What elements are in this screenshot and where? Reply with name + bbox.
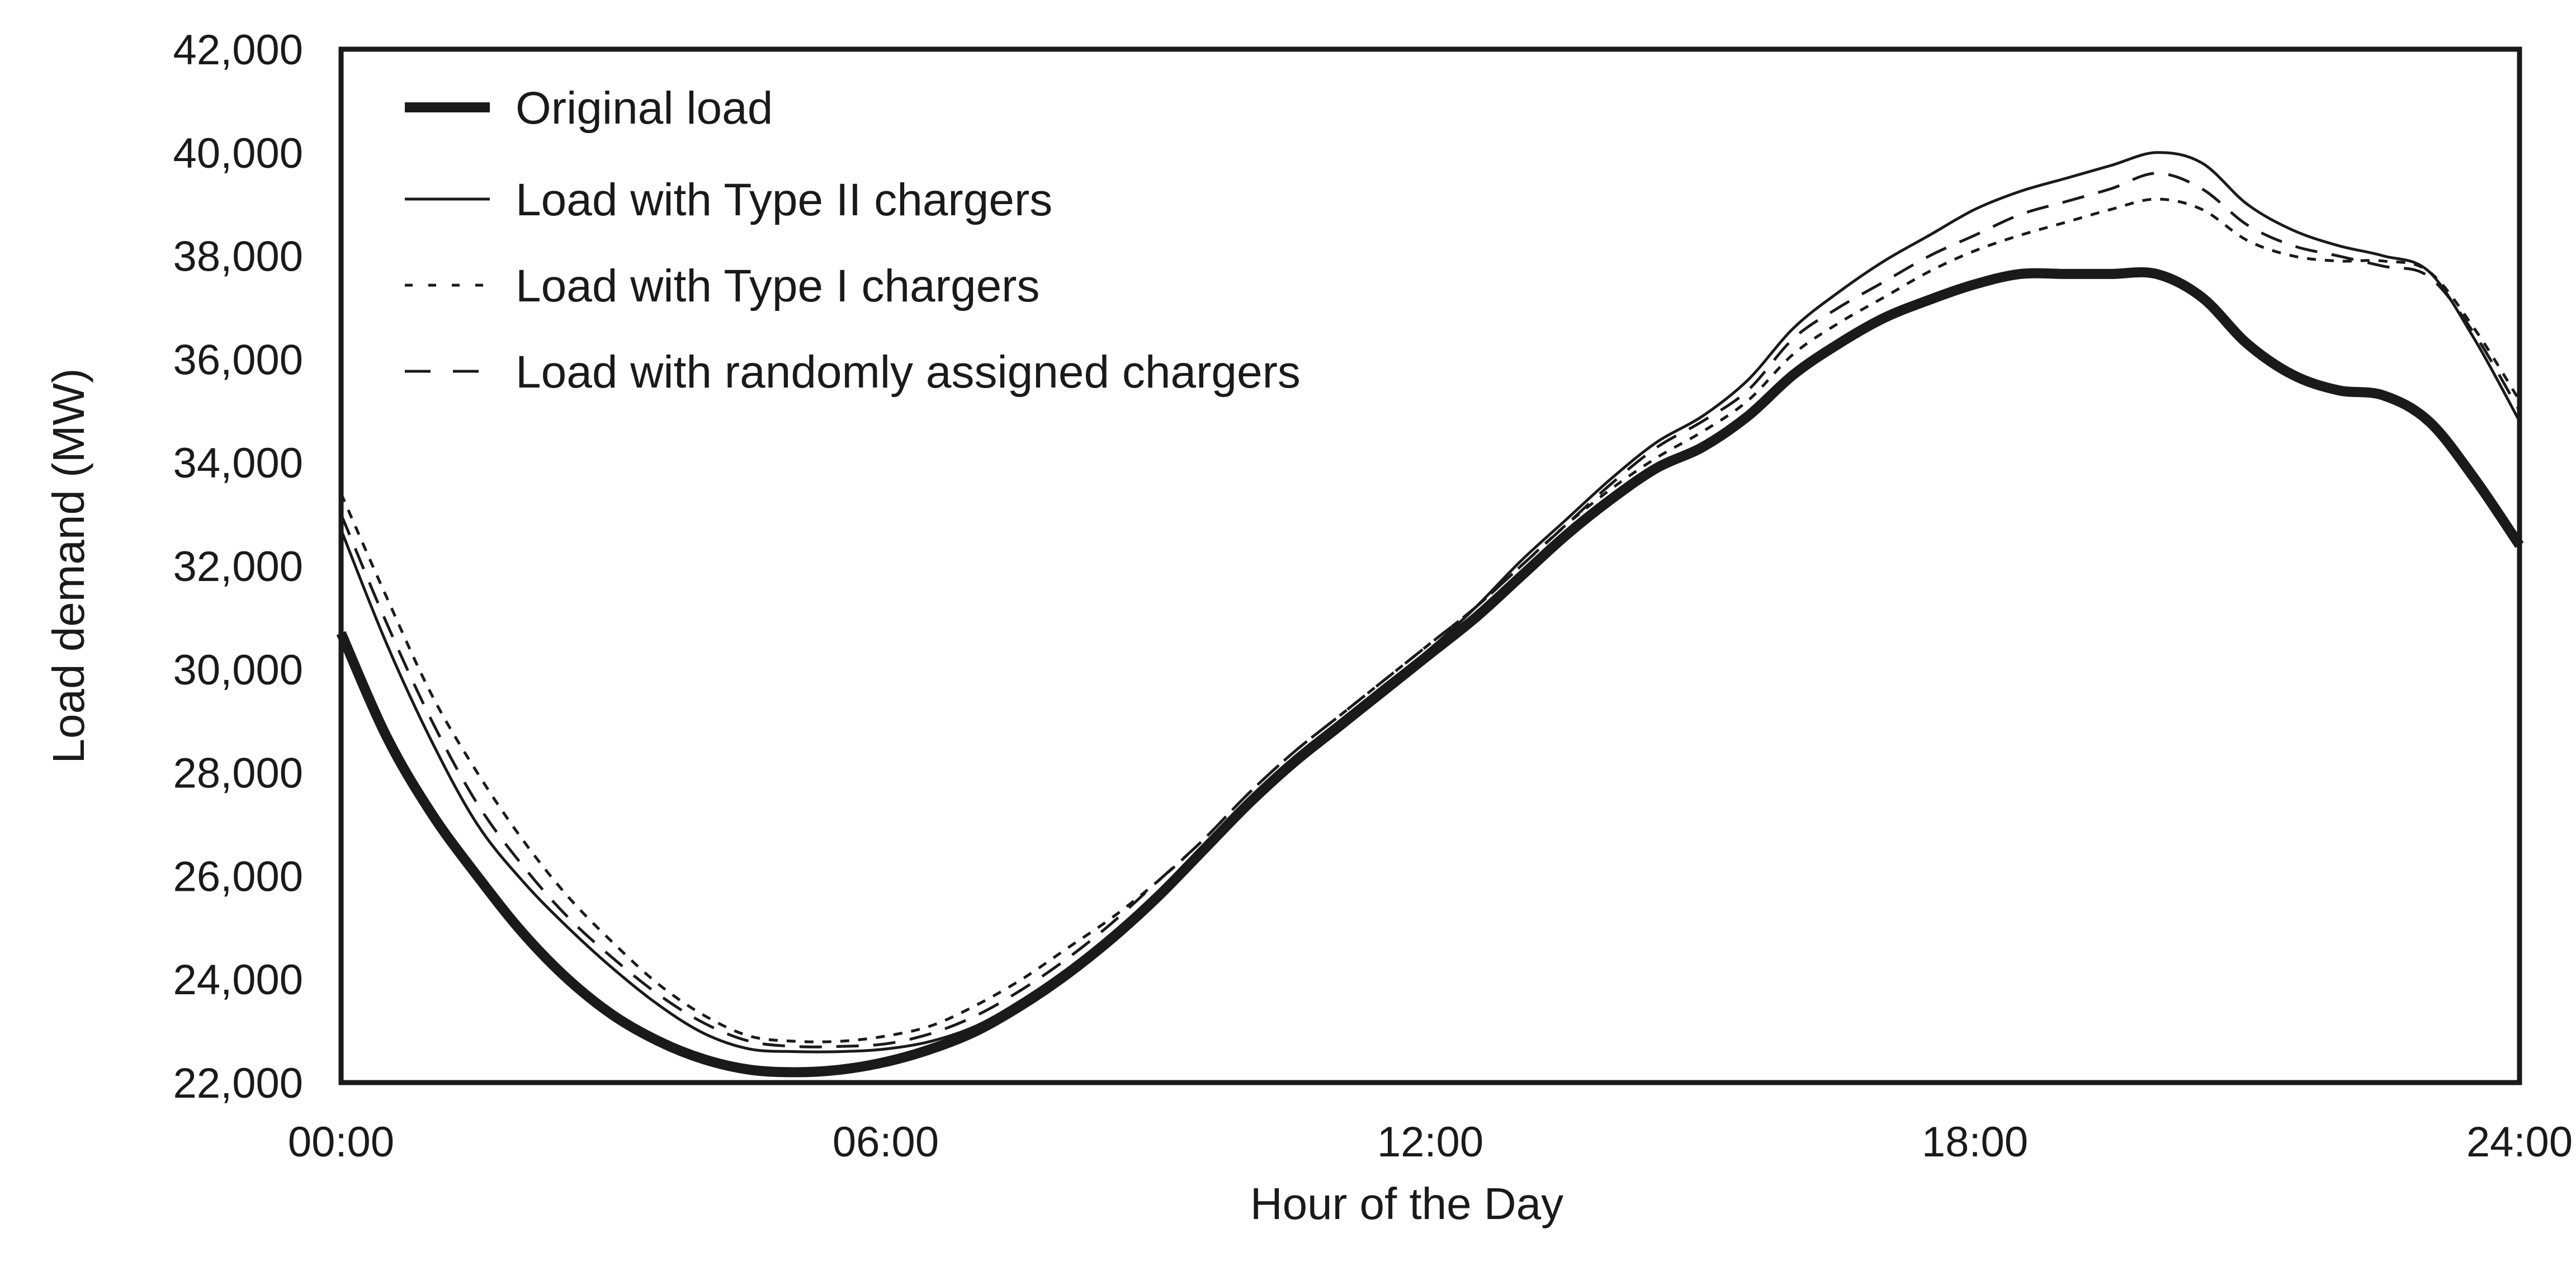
y-tick-label: 38,000 bbox=[173, 233, 303, 281]
x-tick-label: 00:00 bbox=[288, 1118, 394, 1166]
y-tick-label: 30,000 bbox=[173, 646, 303, 694]
series-line-original-load bbox=[336, 267, 2524, 1078]
series-line-load-with-randomly-assigned-chargers bbox=[339, 172, 2521, 1048]
series-layer bbox=[336, 151, 2524, 1078]
legend-label: Load with Type II chargers bbox=[516, 174, 1052, 225]
x-tick-label: 12:00 bbox=[1377, 1118, 1483, 1166]
x-tick-label: 18:00 bbox=[1922, 1118, 2028, 1166]
x-axis-title: Hour of the Day bbox=[1250, 1179, 1563, 1229]
series-line-load-with-type-i-chargers bbox=[339, 197, 2521, 1043]
x-tick-label: 24:00 bbox=[2466, 1118, 2573, 1166]
y-tick-label: 24,000 bbox=[173, 956, 303, 1004]
y-axis-ticks: 22,000 24,000 26,000 28,000 30,000 32,000 34,0… bbox=[173, 26, 303, 1107]
y-tick-label: 40,000 bbox=[173, 130, 303, 177]
y-axis-title: Load demand (MW) bbox=[44, 369, 93, 764]
y-tick-label: 42,000 bbox=[173, 26, 303, 74]
y-tick-label: 36,000 bbox=[173, 336, 303, 384]
legend: Original load Load with Type II chargers L… bbox=[405, 83, 1301, 398]
y-tick-label: 32,000 bbox=[173, 543, 303, 591]
y-tick-label: 22,000 bbox=[173, 1060, 303, 1107]
y-tick-label: 34,000 bbox=[173, 440, 303, 487]
y-tick-label: 26,000 bbox=[173, 853, 303, 900]
y-tick-label: 28,000 bbox=[173, 750, 303, 797]
x-tick-label: 06:00 bbox=[833, 1118, 939, 1166]
legend-label: Load with randomly assigned chargers bbox=[516, 347, 1301, 398]
x-axis-ticks: 00:00 06:00 12:00 18:00 24:00 bbox=[288, 1118, 2573, 1166]
legend-label: Load with Type I chargers bbox=[516, 261, 1039, 311]
legend-label: Original load bbox=[516, 83, 773, 134]
plot-frame bbox=[338, 46, 2522, 1085]
